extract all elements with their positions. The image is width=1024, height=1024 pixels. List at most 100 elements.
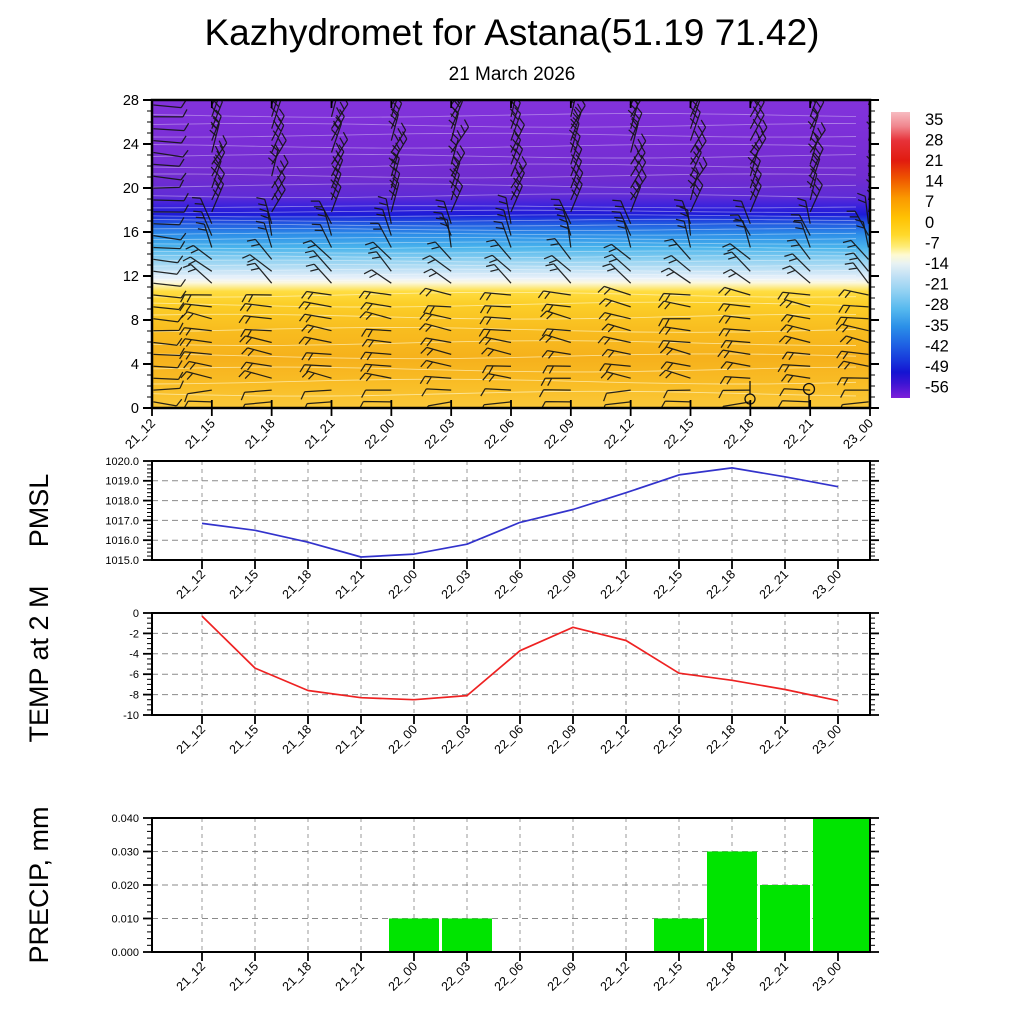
svg-text:22_09: 22_09 bbox=[545, 959, 580, 994]
precip-panel: 0.000 0.010 0.020 0.030 0.040 21_12 21_15 21_18… bbox=[24, 806, 879, 994]
svg-text:0: 0 bbox=[131, 401, 139, 417]
svg-text:24: 24 bbox=[123, 137, 139, 153]
series bbox=[201, 615, 839, 702]
temp-2m-panel: 0 -2 -4 -6 -8 -10 21_12 21_15 21_18 21_21 22_00 22_… bbox=[24, 585, 879, 757]
svg-text:22_06: 22_06 bbox=[481, 416, 517, 452]
svg-text:23_00: 23_00 bbox=[810, 959, 845, 994]
svg-text:23_00: 23_00 bbox=[840, 416, 876, 452]
svg-text:14: 14 bbox=[925, 173, 943, 191]
svg-text:22_18: 22_18 bbox=[720, 416, 756, 452]
svg-text:22_15: 22_15 bbox=[660, 416, 696, 452]
svg-text:20: 20 bbox=[123, 181, 139, 197]
svg-text:21_21: 21_21 bbox=[333, 567, 368, 602]
svg-text:-4: -4 bbox=[129, 649, 139, 661]
gridlines bbox=[152, 613, 870, 715]
svg-text:22_00: 22_00 bbox=[386, 959, 421, 994]
svg-text:22_21: 22_21 bbox=[757, 959, 792, 994]
svg-text:22_00: 22_00 bbox=[361, 416, 397, 452]
wind-barbs bbox=[153, 100, 870, 408]
svg-text:PMSL: PMSL bbox=[24, 474, 54, 548]
svg-text:1016.0: 1016.0 bbox=[105, 535, 139, 547]
svg-text:22_00: 22_00 bbox=[386, 567, 421, 602]
x-tick-labels: 21_12 21_15 21_18 21_21 22_00 22_03 22_06 22_09… bbox=[122, 416, 876, 452]
svg-text:-14: -14 bbox=[925, 255, 949, 273]
svg-text:21_21: 21_21 bbox=[333, 722, 368, 757]
svg-text:0: 0 bbox=[133, 608, 139, 620]
svg-text:0.040: 0.040 bbox=[111, 813, 139, 825]
series bbox=[201, 467, 839, 558]
svg-text:35: 35 bbox=[925, 111, 943, 129]
date-subtitle: 21 March 2026 bbox=[448, 64, 576, 85]
svg-text:-56: -56 bbox=[925, 379, 949, 397]
svg-text:-35: -35 bbox=[925, 317, 949, 335]
svg-text:21_12: 21_12 bbox=[174, 567, 209, 602]
svg-text:0.020: 0.020 bbox=[111, 880, 139, 892]
panel-frame bbox=[151, 612, 871, 716]
svg-text:21: 21 bbox=[925, 152, 943, 170]
svg-text:22_12: 22_12 bbox=[601, 416, 637, 452]
svg-text:12: 12 bbox=[123, 269, 139, 285]
svg-text:21_15: 21_15 bbox=[182, 416, 218, 452]
pmsl-panel: 1015.0 1016.0 1017.0 1018.0 1019.0 1020.0 21_1… bbox=[24, 456, 879, 602]
y-tick-labels: 0 4 8 12 16 20 24 28 bbox=[123, 93, 139, 417]
svg-text:22_03: 22_03 bbox=[439, 567, 474, 602]
x-tick-labels: 21_12 21_15 21_18 21_21 22_00 22_03 22_06 22_09… bbox=[174, 722, 845, 757]
svg-text:21_21: 21_21 bbox=[301, 416, 337, 452]
svg-text:-42: -42 bbox=[925, 337, 949, 355]
svg-text:-10: -10 bbox=[123, 710, 139, 722]
y-tick-labels: 0.000 0.010 0.020 0.030 0.040 bbox=[111, 813, 139, 959]
svg-text:21_15: 21_15 bbox=[227, 959, 262, 994]
axis-ticks bbox=[143, 99, 879, 416]
svg-text:4: 4 bbox=[131, 357, 139, 373]
svg-text:22_09: 22_09 bbox=[541, 416, 577, 452]
svg-text:0.000: 0.000 bbox=[111, 947, 139, 959]
svg-text:22_12: 22_12 bbox=[598, 722, 633, 757]
svg-text:-21: -21 bbox=[925, 276, 949, 294]
svg-text:22_15: 22_15 bbox=[651, 722, 686, 757]
svg-text:22_21: 22_21 bbox=[757, 722, 792, 757]
svg-text:22_15: 22_15 bbox=[651, 567, 686, 602]
svg-text:22_06: 22_06 bbox=[492, 722, 527, 757]
svg-text:23_00: 23_00 bbox=[810, 722, 845, 757]
svg-text:21_18: 21_18 bbox=[280, 959, 315, 994]
svg-text:22_18: 22_18 bbox=[704, 722, 739, 757]
svg-text:1015.0: 1015.0 bbox=[105, 555, 139, 567]
svg-text:-7: -7 bbox=[925, 234, 940, 252]
svg-text:23_00: 23_00 bbox=[810, 567, 845, 602]
panel-frame bbox=[151, 460, 871, 561]
colorbar-labels: 35 28 21 14 7 0 -7 -14 -21 -28 -35 -42 -49 -56 bbox=[925, 111, 949, 397]
svg-text:21_15: 21_15 bbox=[227, 567, 262, 602]
svg-text:22_09: 22_09 bbox=[545, 567, 580, 602]
y-tick-labels: 1015.0 1016.0 1017.0 1018.0 1019.0 1020.0 bbox=[105, 456, 139, 567]
svg-text:22_21: 22_21 bbox=[780, 416, 816, 452]
svg-text:8: 8 bbox=[131, 313, 139, 329]
svg-text:28: 28 bbox=[925, 131, 943, 149]
svg-text:28: 28 bbox=[123, 93, 139, 109]
svg-text:7: 7 bbox=[925, 193, 934, 211]
svg-text:1018.0: 1018.0 bbox=[105, 495, 139, 507]
temperature-colorbar: 35 28 21 14 7 0 -7 -14 -21 -28 -35 -42 -49 -56 bbox=[891, 111, 949, 398]
svg-text:22_06: 22_06 bbox=[492, 567, 527, 602]
svg-text:22_15: 22_15 bbox=[651, 959, 686, 994]
svg-text:0.010: 0.010 bbox=[111, 913, 139, 925]
axis-ticks bbox=[143, 817, 879, 961]
svg-text:22_12: 22_12 bbox=[598, 959, 633, 994]
svg-text:PRECIP, mm: PRECIP, mm bbox=[24, 806, 54, 963]
svg-text:21_12: 21_12 bbox=[122, 416, 158, 452]
svg-text:21_12: 21_12 bbox=[174, 722, 209, 757]
svg-text:22_18: 22_18 bbox=[704, 959, 739, 994]
svg-text:1020.0: 1020.0 bbox=[105, 456, 139, 468]
svg-text:22_06: 22_06 bbox=[492, 959, 527, 994]
y-tick-labels: 0 -2 -4 -6 -8 -10 bbox=[123, 608, 139, 722]
axis-ticks bbox=[143, 460, 879, 569]
svg-text:22_00: 22_00 bbox=[386, 722, 421, 757]
svg-text:21_21: 21_21 bbox=[333, 959, 368, 994]
series bbox=[389, 818, 870, 952]
svg-text:22_18: 22_18 bbox=[704, 567, 739, 602]
svg-text:-6: -6 bbox=[129, 669, 139, 681]
svg-text:0: 0 bbox=[925, 214, 934, 232]
svg-text:21_18: 21_18 bbox=[280, 722, 315, 757]
svg-text:22_03: 22_03 bbox=[421, 416, 457, 452]
colorbar-gradient bbox=[891, 112, 910, 398]
